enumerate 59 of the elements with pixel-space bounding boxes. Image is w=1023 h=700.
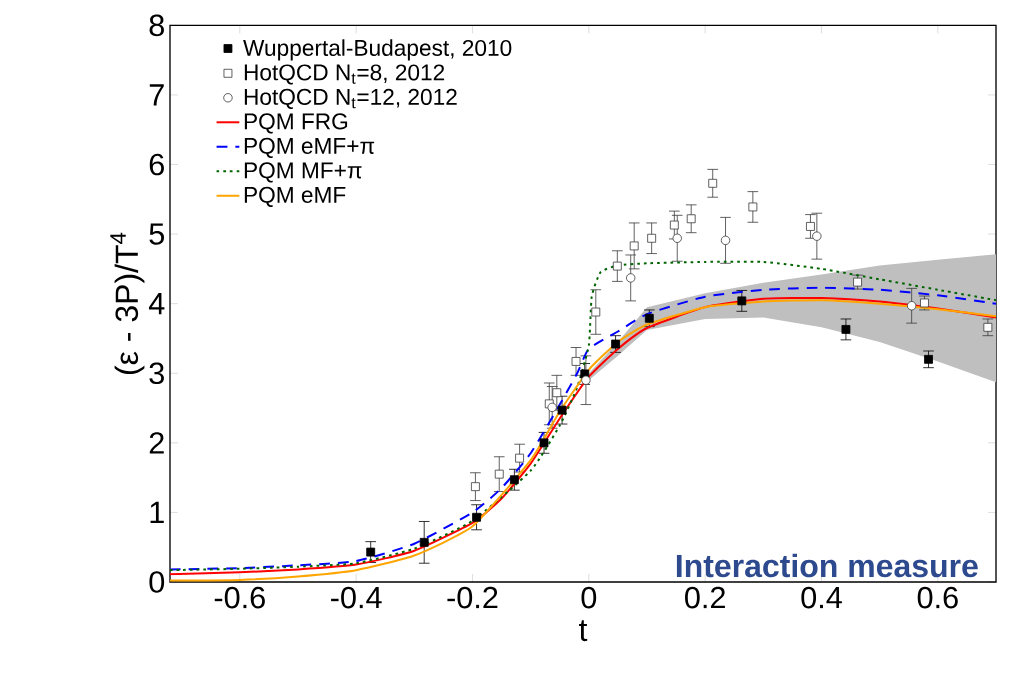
- point: [470, 482, 480, 492]
- point: [906, 301, 917, 311]
- x-tick-label: 0.2: [685, 586, 725, 609]
- annotation: Interaction measure: [676, 553, 978, 578]
- point: [581, 375, 591, 385]
- y-tick-label: 6: [149, 153, 164, 176]
- point: [629, 241, 639, 251]
- legend-label: HotQCD N$_{t}$=8, 2012: [244, 64, 445, 85]
- x-tick-label: -0.2: [447, 586, 498, 609]
- y-tick-label: 0: [149, 571, 165, 593]
- y-tick-label: 7: [149, 84, 164, 106]
- y-tick-label: 3: [149, 362, 164, 385]
- legend-label: PQM eMF+π: [244, 137, 375, 158]
- point: [591, 307, 601, 317]
- point: [571, 357, 581, 366]
- point: [539, 438, 549, 448]
- legend-label: PQM eMF: [244, 186, 346, 207]
- legend-label: HotQCD N$_{t}$=12, 2012: [244, 88, 457, 109]
- point: [737, 296, 747, 306]
- point: [552, 388, 562, 398]
- point: [672, 233, 682, 243]
- point: [812, 231, 822, 241]
- point: [509, 475, 519, 485]
- legend-label: Wuppertal-Budapest, 2010: [243, 39, 512, 61]
- point: [708, 178, 718, 188]
- point: [644, 313, 654, 323]
- point: [748, 202, 758, 212]
- x-tick-label: -0.6: [214, 586, 265, 609]
- point: [983, 322, 993, 332]
- point: [626, 273, 636, 283]
- point: [557, 405, 567, 415]
- x-tick-label: 0.4: [801, 586, 842, 609]
- point: [841, 325, 851, 334]
- point: [547, 402, 557, 413]
- point: [924, 354, 933, 364]
- point: [611, 339, 620, 349]
- point: [669, 220, 679, 230]
- point: [419, 537, 429, 547]
- x-axis-title: t: [579, 620, 588, 642]
- y-tick-label: 2: [149, 432, 164, 454]
- y-tick-label: 5: [149, 223, 164, 245]
- y-tick-label: 8: [149, 14, 164, 37]
- point: [515, 453, 524, 463]
- x-tick-label: 0: [581, 586, 597, 609]
- y-tick-label: 1: [150, 501, 164, 523]
- x-tick-label: -0.4: [331, 586, 382, 609]
- point: [647, 233, 657, 243]
- legend-label: PQM FRG: [244, 113, 348, 134]
- x-tick-label: 0.6: [917, 586, 958, 609]
- point: [686, 214, 696, 224]
- legend-label: PQM MF+π: [244, 162, 362, 183]
- point: [366, 547, 376, 557]
- point: [720, 235, 731, 246]
- point: [612, 261, 622, 271]
- point: [494, 469, 504, 479]
- y-axis-title: (ε - 3P)/T$^{4}$: [110, 232, 145, 375]
- y-tick-label: 4: [148, 293, 165, 315]
- point: [806, 222, 815, 231]
- point: [472, 512, 481, 522]
